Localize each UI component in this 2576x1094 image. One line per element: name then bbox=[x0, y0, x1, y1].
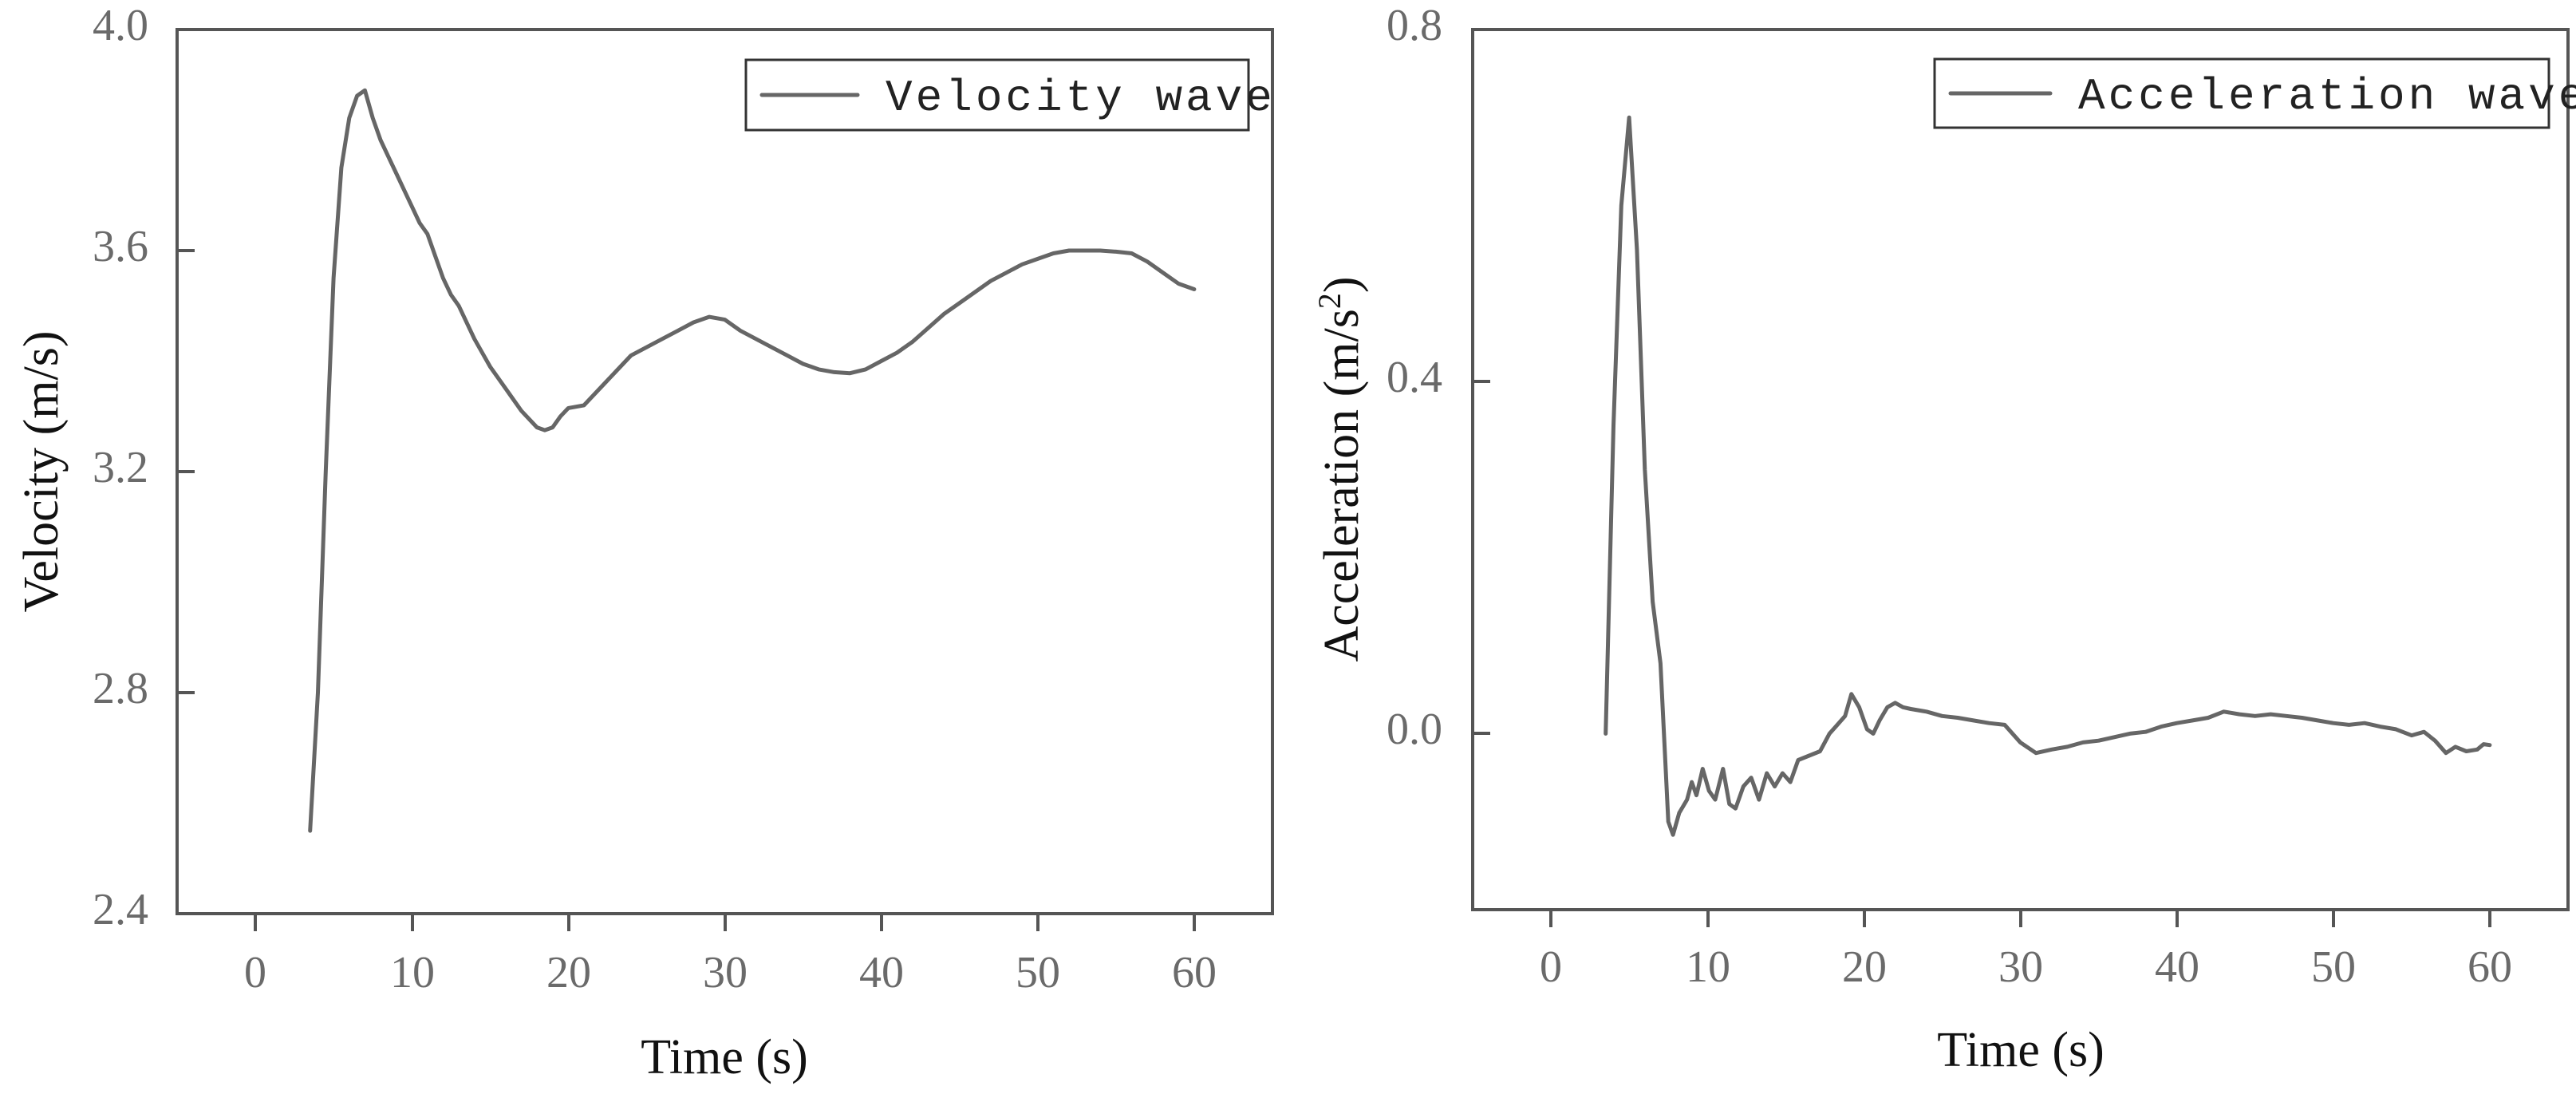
velocity-x-tick-label-3: 30 bbox=[703, 948, 748, 997]
velocity-x-tick-label-4: 40 bbox=[859, 948, 904, 997]
acceleration-x-tick-label-3: 30 bbox=[1998, 942, 2043, 992]
acceleration-y-tick-label-1: 0.4 bbox=[1387, 353, 1442, 402]
velocity-y-tick-label-3: 3.6 bbox=[93, 222, 148, 271]
velocity-y-tick-label-2: 3.2 bbox=[93, 443, 148, 492]
acceleration-wave-line bbox=[1604, 115, 2492, 837]
acceleration-x-axis-label: Time (s) bbox=[1937, 1023, 2105, 1077]
acceleration-legend: Acceleration wave bbox=[1933, 57, 2576, 129]
velocity-y-axis-label: Velocity (m/s) bbox=[14, 331, 69, 613]
acceleration-y-tick-label-0: 0.0 bbox=[1387, 705, 1442, 754]
acceleration-y-axis-label: Acceleration (m/s2) bbox=[1312, 276, 1369, 662]
velocity-y-tick-label-4: 4.0 bbox=[93, 1, 148, 50]
velocity-y-ticks: 2.4 2.8 3.2 3.6 4.0 bbox=[93, 1, 195, 934]
acceleration-chart: 0.0 0.4 0.8 0 10 20 30 40 50 60 Time (s)… bbox=[1312, 1, 2576, 1077]
acceleration-x-tick-label-1: 10 bbox=[1686, 942, 1730, 992]
acceleration-y-ticks: 0.0 0.4 0.8 bbox=[1387, 1, 1490, 754]
acceleration-x-tick-label-0: 0 bbox=[1540, 942, 1562, 992]
acceleration-x-tick-label-4: 40 bbox=[2155, 942, 2199, 992]
acceleration-y-axis-label-sup: 2 bbox=[1312, 293, 1347, 309]
velocity-legend: Velocity wave bbox=[744, 58, 1276, 132]
velocity-y-tick-label-1: 2.8 bbox=[93, 664, 148, 713]
acceleration-x-tick-label-6: 60 bbox=[2468, 942, 2512, 992]
velocity-chart: 2.4 2.8 3.2 3.6 4.0 0 10 20 30 40 50 60 … bbox=[14, 1, 1276, 1084]
acceleration-x-tick-label-2: 20 bbox=[1842, 942, 1887, 992]
acceleration-plot-frame bbox=[1471, 28, 2570, 911]
velocity-x-tick-label-6: 60 bbox=[1172, 948, 1217, 997]
velocity-x-tick-label-5: 50 bbox=[1016, 948, 1060, 997]
velocity-x-tick-label-2: 20 bbox=[546, 948, 591, 997]
velocity-x-tick-label-1: 10 bbox=[390, 948, 435, 997]
velocity-legend-label: Velocity wave bbox=[886, 73, 1276, 124]
acceleration-y-axis-label-close: ) bbox=[1315, 276, 1369, 293]
acceleration-x-ticks: 0 10 20 30 40 50 60 bbox=[1540, 910, 2512, 992]
velocity-x-tick-label-0: 0 bbox=[244, 948, 266, 997]
acceleration-y-axis-label-main: Acceleration (m/s bbox=[1315, 309, 1369, 662]
velocity-x-axis-label: Time (s) bbox=[641, 1030, 808, 1084]
acceleration-x-tick-label-5: 50 bbox=[2311, 942, 2356, 992]
acceleration-legend-label: Acceleration wave bbox=[2078, 71, 2576, 122]
velocity-y-tick-label-0: 2.4 bbox=[93, 885, 148, 934]
acceleration-y-tick-label-2: 0.8 bbox=[1387, 1, 1442, 50]
velocity-x-ticks: 0 10 20 30 40 50 60 bbox=[244, 914, 1217, 997]
velocity-wave-line bbox=[308, 88, 1197, 833]
